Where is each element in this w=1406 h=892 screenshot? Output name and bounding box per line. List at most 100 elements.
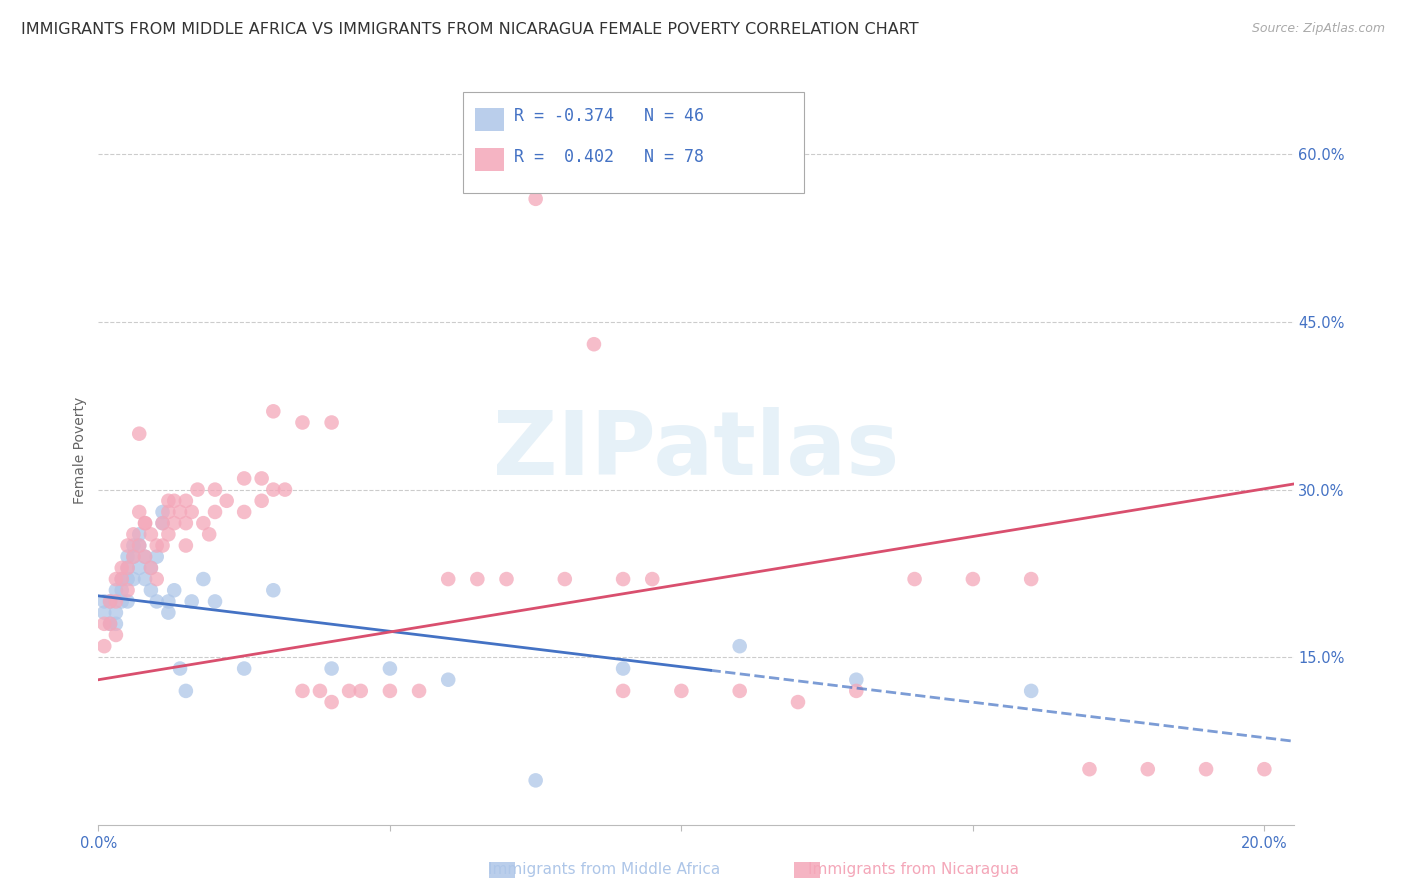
Point xyxy=(174,539,197,553)
Point xyxy=(111,572,134,586)
Point xyxy=(309,684,332,698)
Point xyxy=(117,561,139,575)
Point xyxy=(378,684,401,698)
Point xyxy=(152,505,174,519)
Point xyxy=(321,661,343,675)
Y-axis label: Female Poverty: Female Poverty xyxy=(73,397,87,504)
Point xyxy=(233,471,256,485)
Point xyxy=(641,572,664,586)
Point xyxy=(321,416,343,430)
Point xyxy=(134,549,156,564)
Point xyxy=(152,516,174,530)
Point xyxy=(612,661,634,675)
Point xyxy=(104,594,127,608)
Point xyxy=(145,572,167,586)
Point xyxy=(728,684,751,698)
Point xyxy=(291,416,314,430)
Point xyxy=(111,583,134,598)
Point xyxy=(1078,762,1101,776)
Point xyxy=(98,616,121,631)
Point xyxy=(111,572,134,586)
Point xyxy=(104,572,127,586)
Point xyxy=(128,426,150,441)
Point xyxy=(174,684,197,698)
Point xyxy=(204,483,226,497)
Point xyxy=(437,673,460,687)
Point xyxy=(524,773,547,788)
Text: Immigrants from Middle Africa: Immigrants from Middle Africa xyxy=(488,863,721,877)
Point xyxy=(1019,684,1042,698)
Point xyxy=(139,527,162,541)
Point xyxy=(163,516,186,530)
Point xyxy=(134,572,156,586)
Point xyxy=(350,684,373,698)
Point xyxy=(186,483,208,497)
Point xyxy=(145,539,167,553)
Point xyxy=(845,673,868,687)
Point xyxy=(250,471,273,485)
Point xyxy=(845,684,868,698)
Point xyxy=(134,516,156,530)
Point xyxy=(128,539,150,553)
Point xyxy=(163,583,186,598)
Point xyxy=(274,483,297,497)
Point xyxy=(152,516,174,530)
FancyBboxPatch shape xyxy=(475,147,503,171)
Point xyxy=(437,572,460,586)
Point xyxy=(174,493,197,508)
Point xyxy=(104,583,127,598)
Point xyxy=(582,337,605,351)
Point xyxy=(104,628,127,642)
Point xyxy=(250,493,273,508)
Point xyxy=(117,583,139,598)
Point xyxy=(554,572,576,586)
Point xyxy=(204,505,226,519)
Point xyxy=(98,616,121,631)
Point xyxy=(903,572,925,586)
Point xyxy=(1019,572,1042,586)
FancyBboxPatch shape xyxy=(463,92,804,194)
Point xyxy=(1195,762,1218,776)
Point xyxy=(495,572,517,586)
Text: R = -0.374   N = 46: R = -0.374 N = 46 xyxy=(515,107,704,125)
Point xyxy=(117,549,139,564)
Point xyxy=(163,493,186,508)
Point xyxy=(262,483,284,497)
Point xyxy=(157,493,180,508)
Point xyxy=(787,695,810,709)
Point xyxy=(157,606,180,620)
Point xyxy=(1253,762,1275,776)
Point xyxy=(145,594,167,608)
Point xyxy=(193,572,215,586)
Point xyxy=(378,661,401,675)
Point xyxy=(612,572,634,586)
Point xyxy=(291,684,314,698)
Point xyxy=(117,572,139,586)
Point xyxy=(134,516,156,530)
Point xyxy=(204,594,226,608)
Point xyxy=(98,594,121,608)
Point xyxy=(728,639,751,653)
Point xyxy=(122,527,145,541)
Point xyxy=(122,549,145,564)
FancyBboxPatch shape xyxy=(475,108,503,131)
Point xyxy=(467,572,489,586)
Point xyxy=(408,684,430,698)
Point xyxy=(134,549,156,564)
Point xyxy=(962,572,984,586)
Point xyxy=(128,561,150,575)
Point xyxy=(93,606,115,620)
Point xyxy=(93,639,115,653)
Point xyxy=(180,594,202,608)
Point xyxy=(262,404,284,418)
Point xyxy=(104,616,127,631)
Point xyxy=(180,505,202,519)
Point xyxy=(215,493,238,508)
Text: ZIPatlas: ZIPatlas xyxy=(494,407,898,494)
Point xyxy=(145,549,167,564)
Point xyxy=(321,695,343,709)
Point xyxy=(262,583,284,598)
Text: Immigrants from Nicaragua: Immigrants from Nicaragua xyxy=(808,863,1019,877)
Point xyxy=(337,684,360,698)
Point xyxy=(157,505,180,519)
